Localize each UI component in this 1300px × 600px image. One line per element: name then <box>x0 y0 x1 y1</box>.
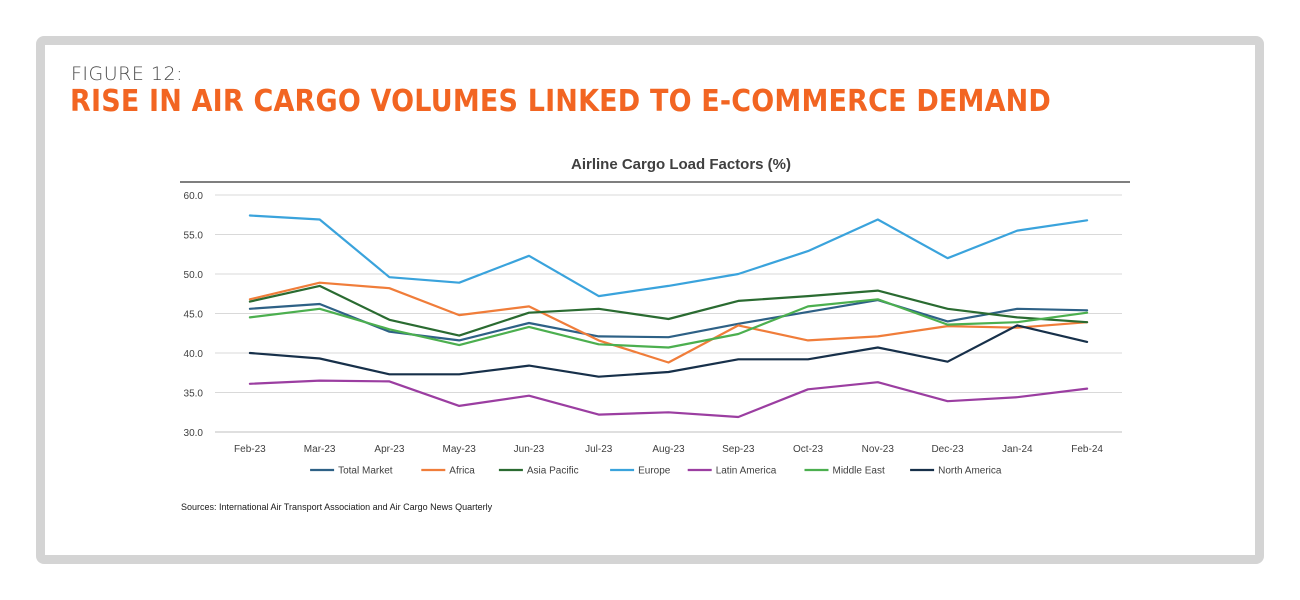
x-tick-label: Feb-23 <box>234 444 266 455</box>
legend-label: North America <box>938 466 1002 477</box>
x-tick-label: Jan-24 <box>1002 444 1033 455</box>
legend-label: Middle East <box>833 466 885 477</box>
legend-label: Asia Pacific <box>527 466 579 477</box>
legend-label: Total Market <box>338 466 393 477</box>
legend-label: Latin America <box>716 466 777 477</box>
legend-label: Europe <box>638 466 671 477</box>
x-tick-label: Mar-23 <box>304 444 336 455</box>
series-line-europe <box>248 214 1089 298</box>
tick-layer: 60.0 55.0 50.0 45.0 40.0 35.0 30.0 Feb-23 Mar-23… <box>184 191 1104 455</box>
x-tick-label: Jul-23 <box>585 444 613 455</box>
x-tick-label: May-23 <box>443 444 477 455</box>
series-line-africa <box>248 281 1089 364</box>
figure-panel <box>45 45 1255 555</box>
y-tick-label: 55.0 <box>184 231 204 242</box>
y-tick-label: 60.0 <box>184 191 204 202</box>
series-line-north-america <box>248 324 1089 378</box>
series-layer <box>248 214 1089 419</box>
figure-label: FIGURE 12: <box>71 63 183 85</box>
x-tick-label: Sep-23 <box>722 444 755 455</box>
legend-label: Africa <box>449 466 475 477</box>
figure-title: RISE IN AIR CARGO VOLUMES LINKED TO E-CO… <box>70 84 1052 119</box>
y-tick-label: 45.0 <box>184 310 204 321</box>
series-line-middle-east <box>248 298 1089 349</box>
source-note: Sources: International Air Transport Ass… <box>181 502 493 512</box>
x-tick-label: Nov-23 <box>862 444 895 455</box>
y-tick-label: 35.0 <box>184 389 204 400</box>
x-tick-label: Jun-23 <box>514 444 545 455</box>
series-line-total-market <box>248 299 1089 342</box>
x-tick-label: Feb-24 <box>1071 444 1103 455</box>
y-tick-label: 30.0 <box>184 428 204 439</box>
x-tick-label: Dec-23 <box>931 444 964 455</box>
series-line-latin-america <box>248 379 1089 419</box>
series-line-asia-pacific <box>248 284 1089 337</box>
y-tick-label: 50.0 <box>184 270 204 281</box>
legend: Total Market Africa Asia Pacific Europe Lati… <box>310 466 1002 477</box>
x-tick-label: Aug-23 <box>652 444 685 455</box>
x-tick-label: Apr-23 <box>374 444 404 455</box>
grid-layer <box>215 194 1122 433</box>
x-tick-label: Oct-23 <box>793 444 823 455</box>
y-tick-label: 40.0 <box>184 349 204 360</box>
chart-title: Airline Cargo Load Factors (%) <box>571 156 791 173</box>
